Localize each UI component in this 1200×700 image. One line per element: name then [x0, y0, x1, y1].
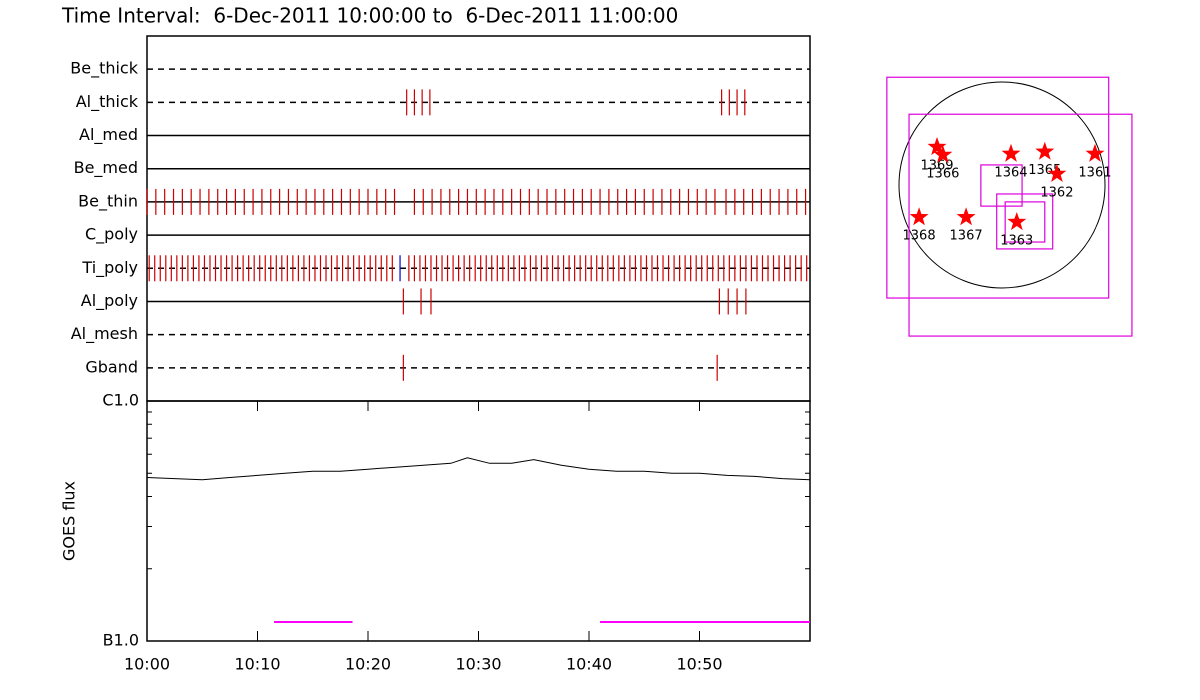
region-label: 1366 — [926, 166, 959, 181]
y-axis-label: GOES flux — [60, 481, 79, 561]
panel-frame — [146, 35, 811, 402]
region-label: 1364 — [994, 165, 1027, 180]
flux-line — [146, 457, 811, 481]
y-tick-label: C1.0 — [102, 391, 139, 410]
region-label: 1361 — [1078, 165, 1111, 180]
solar-disk — [898, 81, 1106, 289]
region-star — [1047, 163, 1067, 182]
region-star — [933, 144, 953, 163]
region-label: 1368 — [903, 229, 936, 244]
region-star — [927, 137, 947, 156]
row-label: Be_med — [74, 158, 138, 178]
region-star — [1007, 212, 1027, 231]
row-label: Al_thick — [76, 92, 139, 112]
x-tick-label: 10:40 — [566, 655, 612, 674]
x-tick-label: 10:10 — [234, 655, 280, 674]
x-tick-label: 10:30 — [455, 655, 501, 674]
row-label: Al_med — [79, 125, 138, 145]
row-label: C_poly — [85, 225, 138, 245]
region-star — [909, 207, 929, 226]
region-label: 1362 — [1040, 185, 1073, 200]
row-label: Al_mesh — [71, 324, 138, 344]
row-label: Be_thick — [70, 59, 138, 79]
region-label: 1369 — [920, 158, 953, 173]
region-label: 1363 — [1000, 233, 1033, 248]
x-tick-label: 10:50 — [676, 655, 722, 674]
chart-title: Time Interval: 6-Dec-2011 10:00:00 to 6-… — [61, 4, 678, 28]
y-tick-label: B1.0 — [103, 631, 139, 650]
row-label: Gband — [85, 357, 138, 376]
row-label: Be_thin — [78, 191, 138, 211]
region-star — [956, 207, 976, 226]
fov-box — [996, 193, 1054, 250]
region-label: 1367 — [950, 229, 983, 244]
row-label: Al_poly — [81, 291, 138, 311]
region-star — [1035, 141, 1055, 160]
fov-box — [1004, 201, 1046, 243]
fov-box — [980, 164, 1023, 207]
row-label: Ti_poly — [81, 258, 138, 278]
panel-frame — [146, 400, 811, 642]
x-tick-label: 10:20 — [345, 655, 391, 674]
x-tick-label: 10:00 — [124, 655, 170, 674]
region-star — [1001, 143, 1021, 162]
region-star — [1085, 143, 1105, 162]
fov-box — [908, 113, 1133, 337]
fov-box — [886, 76, 1110, 299]
